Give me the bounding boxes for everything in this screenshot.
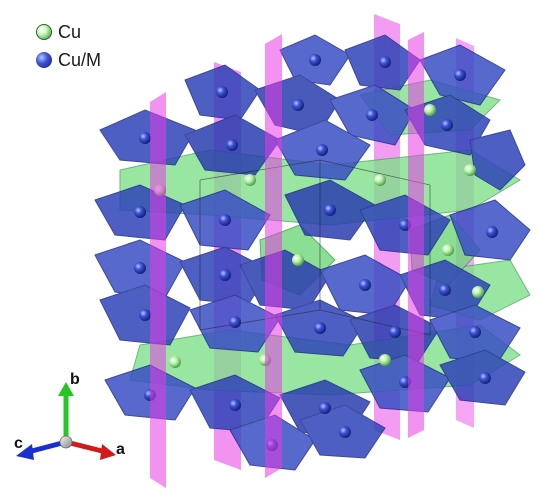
blue-sphere — [292, 99, 304, 111]
axis-label-c: c — [14, 435, 23, 452]
blue-sphere — [479, 372, 491, 384]
blue-sphere — [139, 309, 151, 321]
b-axis-arrowhead — [58, 382, 74, 396]
blue-sphere — [229, 316, 241, 328]
magenta-plane — [408, 32, 424, 438]
magenta-planes-front — [150, 32, 424, 488]
green-sphere — [379, 354, 391, 366]
green-sphere — [472, 286, 484, 298]
blue-sphere — [379, 56, 391, 68]
a-axis-arrowhead — [100, 444, 116, 460]
legend-item-cu: Cu — [36, 18, 101, 46]
cu-atoms — [154, 104, 484, 368]
legend-label: Cu — [58, 21, 82, 42]
blue-sphere — [219, 269, 231, 281]
blue-sphere — [469, 326, 481, 338]
blue-sphere — [314, 322, 326, 334]
green-sphere — [244, 174, 256, 186]
green-white-sphere-icon — [36, 24, 52, 40]
legend: Cu Cu/M — [36, 18, 101, 74]
blue-sphere — [309, 54, 321, 66]
legend-label: Cu/M — [58, 49, 102, 70]
blue-sphere — [389, 326, 401, 338]
blue-sphere — [139, 132, 151, 144]
c-axis-arrow — [27, 439, 67, 455]
blue-sphere — [226, 139, 238, 151]
blue-sphere — [339, 426, 351, 438]
legend-item-cu-m: Cu/M — [36, 46, 101, 74]
magenta-plane — [150, 92, 166, 488]
axis-triad: b a c — [14, 371, 125, 460]
blue-sphere — [229, 399, 241, 411]
blue-sphere — [366, 109, 378, 121]
blue-sphere — [454, 69, 466, 81]
blue-sphere-icon — [36, 52, 52, 68]
axis-label-b: b — [70, 371, 80, 388]
green-sphere — [464, 164, 476, 176]
blue-sphere — [439, 284, 451, 296]
green-sphere — [292, 254, 304, 266]
green-sphere — [169, 356, 181, 368]
cu-m-atoms — [134, 54, 498, 451]
magenta-plane — [265, 34, 282, 478]
blue-sphere — [216, 86, 228, 98]
blue-sphere — [219, 214, 231, 226]
blue-sphere — [486, 226, 498, 238]
green-sphere — [374, 174, 386, 186]
c-axis-arrowhead — [16, 444, 34, 460]
green-sphere — [424, 104, 436, 116]
a-axis-arrow — [65, 439, 107, 455]
blue-sphere — [316, 144, 328, 156]
axis-origin — [59, 435, 73, 449]
blue-sphere — [134, 206, 146, 218]
blue-sphere — [324, 204, 336, 216]
blue-sphere — [441, 119, 453, 131]
green-sphere — [442, 244, 454, 256]
blue-sphere — [134, 262, 146, 274]
axis-label-a: a — [116, 441, 125, 458]
blue-sphere — [319, 402, 331, 414]
blue-sphere — [359, 279, 371, 291]
